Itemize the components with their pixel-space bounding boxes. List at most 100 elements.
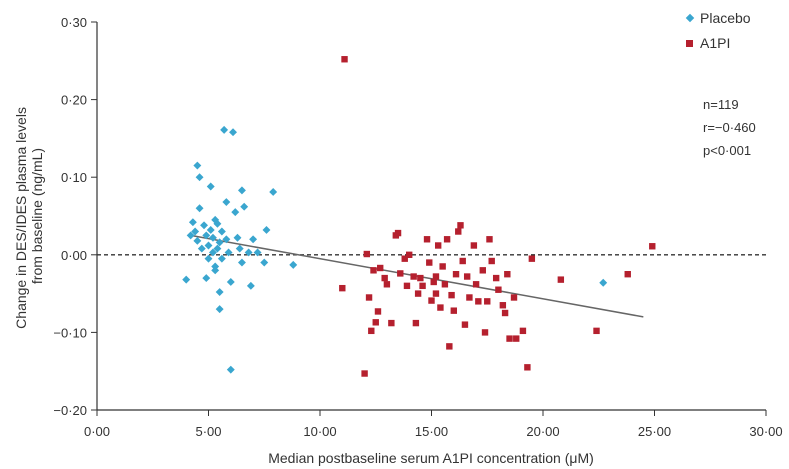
point-a1pi [501,309,509,317]
point-placebo [195,204,204,213]
y-axis-title: Change in DES/IDES plasma levels from ba… [13,103,45,329]
point-placebo [213,244,222,253]
legend-label-a1pi: A1PI [700,35,730,51]
point-placebo [224,248,233,257]
data-points [182,56,656,377]
point-placebo [215,305,224,314]
point-a1pi [472,281,480,288]
point-a1pi [504,271,511,278]
point-a1pi [510,294,518,301]
point-placebo [188,218,197,227]
point-a1pi [506,335,513,342]
point-placebo [206,226,215,234]
point-a1pi [470,242,478,249]
point-placebo [209,233,217,242]
point-a1pi [403,282,411,290]
point-a1pi [466,294,473,301]
point-placebo [209,248,217,257]
point-placebo [211,266,220,275]
point-placebo [200,221,208,230]
point-placebo [229,128,237,137]
point-placebo [237,258,246,267]
point-a1pi [432,290,440,297]
point-a1pi [528,255,536,262]
point-placebo [260,258,269,267]
point-a1pi [434,242,442,249]
legend: Placebo A1PI [685,10,751,51]
point-placebo [235,244,244,253]
point-a1pi [486,236,493,243]
point-a1pi [394,229,402,237]
y-axis-title-line2: from baseline (ng/mL) [29,148,45,284]
point-a1pi [368,327,375,335]
point-a1pi [363,250,371,258]
point-placebo [222,235,231,244]
point-a1pi [457,222,464,229]
point-placebo [226,278,235,286]
point-a1pi [450,307,457,314]
point-placebo [206,182,215,191]
point-a1pi [459,257,466,265]
point-placebo [195,173,204,182]
point-a1pi [481,329,489,336]
point-placebo [289,260,298,269]
stat-r: r=−0·460 [703,120,756,135]
x-tick-label: 30·00 [749,424,782,439]
point-a1pi [381,274,388,282]
point-a1pi [417,274,424,282]
point-a1pi [370,267,377,274]
point-placebo [220,125,229,134]
x-axis-title: Median postbaseline serum A1PI concentra… [268,450,594,466]
y-tick-label: 0·10 [61,170,87,185]
y-axis-title-line1: Change in DES/IDES plasma levels [13,107,29,329]
point-placebo [233,233,242,242]
point-placebo [249,235,258,244]
point-a1pi [361,370,368,377]
point-a1pi [461,321,469,328]
point-a1pi [406,251,413,258]
point-placebo [193,161,202,170]
point-a1pi [475,298,482,305]
point-placebo [244,248,253,257]
point-a1pi [423,236,431,243]
point-a1pi [557,276,565,283]
point-a1pi [452,271,460,278]
point-a1pi [426,259,433,266]
point-placebo [240,202,249,211]
y-tick-label: 0·30 [61,15,87,30]
point-placebo [197,244,206,253]
point-a1pi [430,278,437,286]
point-placebo [231,208,240,217]
legend-marker-a1pi [686,40,693,47]
point-a1pi [492,274,500,282]
point-a1pi [448,291,455,299]
x-tick-label: 0·00 [84,424,110,439]
ticks: 0·00 5·00 10·00 15·00 20·00 25·00 30·00 −0·20 −0… [53,15,782,439]
point-a1pi [593,327,600,335]
point-a1pi [419,282,426,290]
point-a1pi [414,290,422,297]
point-placebo [246,281,255,290]
point-placebo [215,238,224,247]
point-a1pi [388,319,395,327]
point-a1pi [455,228,462,235]
point-a1pi [401,255,408,262]
point-a1pi [443,236,451,243]
point-placebo [193,236,202,245]
stats-annotation: n=119 r=−0·460 p<0·001 [703,97,756,158]
point-placebo [226,365,235,374]
point-a1pi [383,281,391,288]
point-placebo [202,231,211,240]
point-a1pi [499,302,507,309]
point-a1pi [412,319,420,327]
point-a1pi [437,304,444,311]
point-a1pi [374,308,382,315]
point-placebo [186,231,195,240]
legend-marker-placebo [685,13,695,23]
x-tick-label: 10·00 [303,424,336,439]
point-a1pi [624,271,631,278]
point-placebo [253,248,262,257]
x-tick-label: 15·00 [415,424,448,439]
point-placebo [237,186,246,195]
